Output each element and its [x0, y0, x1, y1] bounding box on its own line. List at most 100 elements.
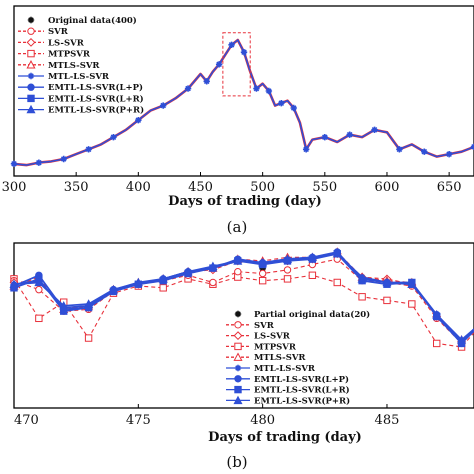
chart-b-point	[259, 265, 266, 273]
chart-b-panel-label: (b)	[226, 453, 247, 471]
chart-b-line-2	[13, 258, 474, 345]
chart-b-point	[133, 277, 143, 287]
chart-a-legend-label: Original data(400)	[48, 15, 137, 26]
chart-a-x-ticks: 300 350 400 450 500 550 600 650	[2, 172, 462, 195]
chart-b-point	[208, 261, 218, 271]
chart-a-point	[396, 146, 403, 153]
chart-a-point	[371, 126, 378, 134]
chart-a-legend-label: MTLS-SVR	[48, 61, 100, 71]
chart-b-point	[59, 301, 69, 310]
chart-b-point	[283, 266, 292, 274]
chart-b-point	[258, 269, 267, 278]
chart-b-point	[159, 284, 167, 292]
chart-b-line-7	[13, 252, 474, 345]
chart-b-point	[183, 266, 193, 276]
chart-b-point	[383, 296, 391, 305]
chart-b-xlabel: Days of trading (day)	[208, 430, 362, 445]
chart-b-point	[407, 279, 417, 288]
chart-a-legend-marker	[27, 83, 35, 91]
chart-a-legend-label: EMTL-LS-SVR(L+P)	[48, 82, 143, 93]
chart-a-point	[35, 159, 43, 166]
chart-a-legend-marker	[26, 60, 36, 69]
chart-b-line-8	[13, 252, 474, 341]
chart-a-point	[240, 48, 248, 56]
chart-a-legend-marker	[27, 94, 35, 103]
chart-a-legend-marker	[26, 37, 36, 47]
chart-b: 470 475 480 485 Days of trading (day) (b) P…	[9, 242, 474, 471]
chart-a-point	[159, 102, 167, 109]
chart-b-legend-marker	[234, 342, 242, 351]
chart-b-line-3	[13, 253, 474, 343]
chart-b-legend-label: EMTL-LS-SVR(L+R)	[254, 385, 350, 396]
chart-a-legend-marker	[26, 104, 36, 114]
chart-b-point	[357, 274, 367, 283]
chart-b-point	[457, 335, 467, 344]
chart-b-point	[332, 249, 342, 258]
chart-b-legend-marker	[234, 321, 242, 329]
chart-a-point	[321, 133, 329, 141]
chart-b-point	[84, 299, 94, 308]
chart-b-point	[433, 339, 441, 348]
chart-a-frame	[13, 5, 474, 177]
chart-a-point	[445, 150, 453, 158]
chart-b-point	[432, 309, 442, 319]
chart-b-legend-marker	[233, 331, 243, 341]
chart-b-legend-label: EMTL-LS-SVR(L+P)	[254, 374, 349, 385]
chart-a-point	[215, 61, 223, 68]
chart-b-point	[35, 314, 43, 323]
chart-b-point	[307, 252, 317, 262]
chart-b-point	[283, 275, 292, 283]
chart-a-point	[135, 116, 142, 124]
chart-a-point	[85, 146, 92, 153]
chart-a-legend-label: SVR	[48, 27, 69, 37]
chart-a-x-tick-label: 300	[2, 180, 27, 195]
chart-b-legend-marker	[234, 310, 242, 318]
chart-b-point	[282, 254, 293, 263]
chart-a-x-tick-label: 550	[312, 180, 337, 195]
chart-b-legend-label: Partial original data(20)	[254, 309, 370, 320]
chart-a-legend-label: LS-SVR	[48, 38, 85, 48]
chart-a-point	[278, 99, 285, 107]
chart-a-x-tick-label: 450	[188, 180, 213, 195]
chart-a-point	[203, 78, 210, 85]
chart-a-point	[290, 104, 297, 112]
chart-b-legend-marker	[233, 395, 243, 405]
chart-a-point	[421, 148, 428, 155]
chart-b-line-6	[13, 251, 474, 343]
chart-a-legend-label: MTL-LS-SVR	[48, 72, 110, 82]
chart-a-point	[228, 41, 235, 49]
chart-b-legend-label: LS-SVR	[254, 332, 291, 342]
chart-a-xlabel: Days of trading (day)	[168, 194, 322, 209]
chart-b-legend-marker	[234, 375, 242, 383]
chart-b-point	[408, 300, 416, 308]
chart-a-point	[60, 155, 67, 163]
chart-a-legend-marker	[27, 16, 35, 24]
chart-a-x-tick-label: 400	[126, 180, 151, 195]
chart-b-point	[209, 278, 217, 287]
chart-b-legend-marker	[234, 364, 242, 372]
chart-b-legend-marker	[234, 385, 242, 394]
chart-a-point	[302, 146, 310, 153]
chart-b-legend-label: MTL-LS-SVR	[254, 364, 316, 374]
chart-a-legend-label: EMTL-LS-SVR(P+R)	[48, 105, 144, 116]
chart-b-line-5	[13, 252, 474, 343]
chart-b-legend-label: MTLS-SVR	[254, 353, 306, 363]
chart-b-legend-label: EMTL-LS-SVR(P+R)	[254, 395, 350, 406]
chart-b-frame	[13, 242, 474, 409]
chart-b-point	[84, 334, 93, 342]
chart-a-panel-label: (a)	[227, 218, 248, 236]
chart-a-point	[346, 131, 353, 138]
chart-b-point	[35, 285, 43, 294]
chart-b-point	[382, 277, 392, 287]
chart-b-legend-marker	[233, 352, 243, 361]
chart-b-legend: Partial original data(20)SVRLS-SVRMTPSVR…	[226, 309, 370, 406]
chart-a-point	[184, 85, 192, 92]
chart-a: 300 350 400 450 500 550 600 650 Days of trading…	[2, 5, 474, 236]
chart-b-x-tick-label: 480	[250, 413, 275, 428]
chart-b-point	[358, 293, 366, 301]
chart-b-point	[9, 279, 19, 288]
chart-b-point	[258, 276, 267, 285]
chart-b-x-ticks: 470 475 480 485	[13, 404, 399, 428]
